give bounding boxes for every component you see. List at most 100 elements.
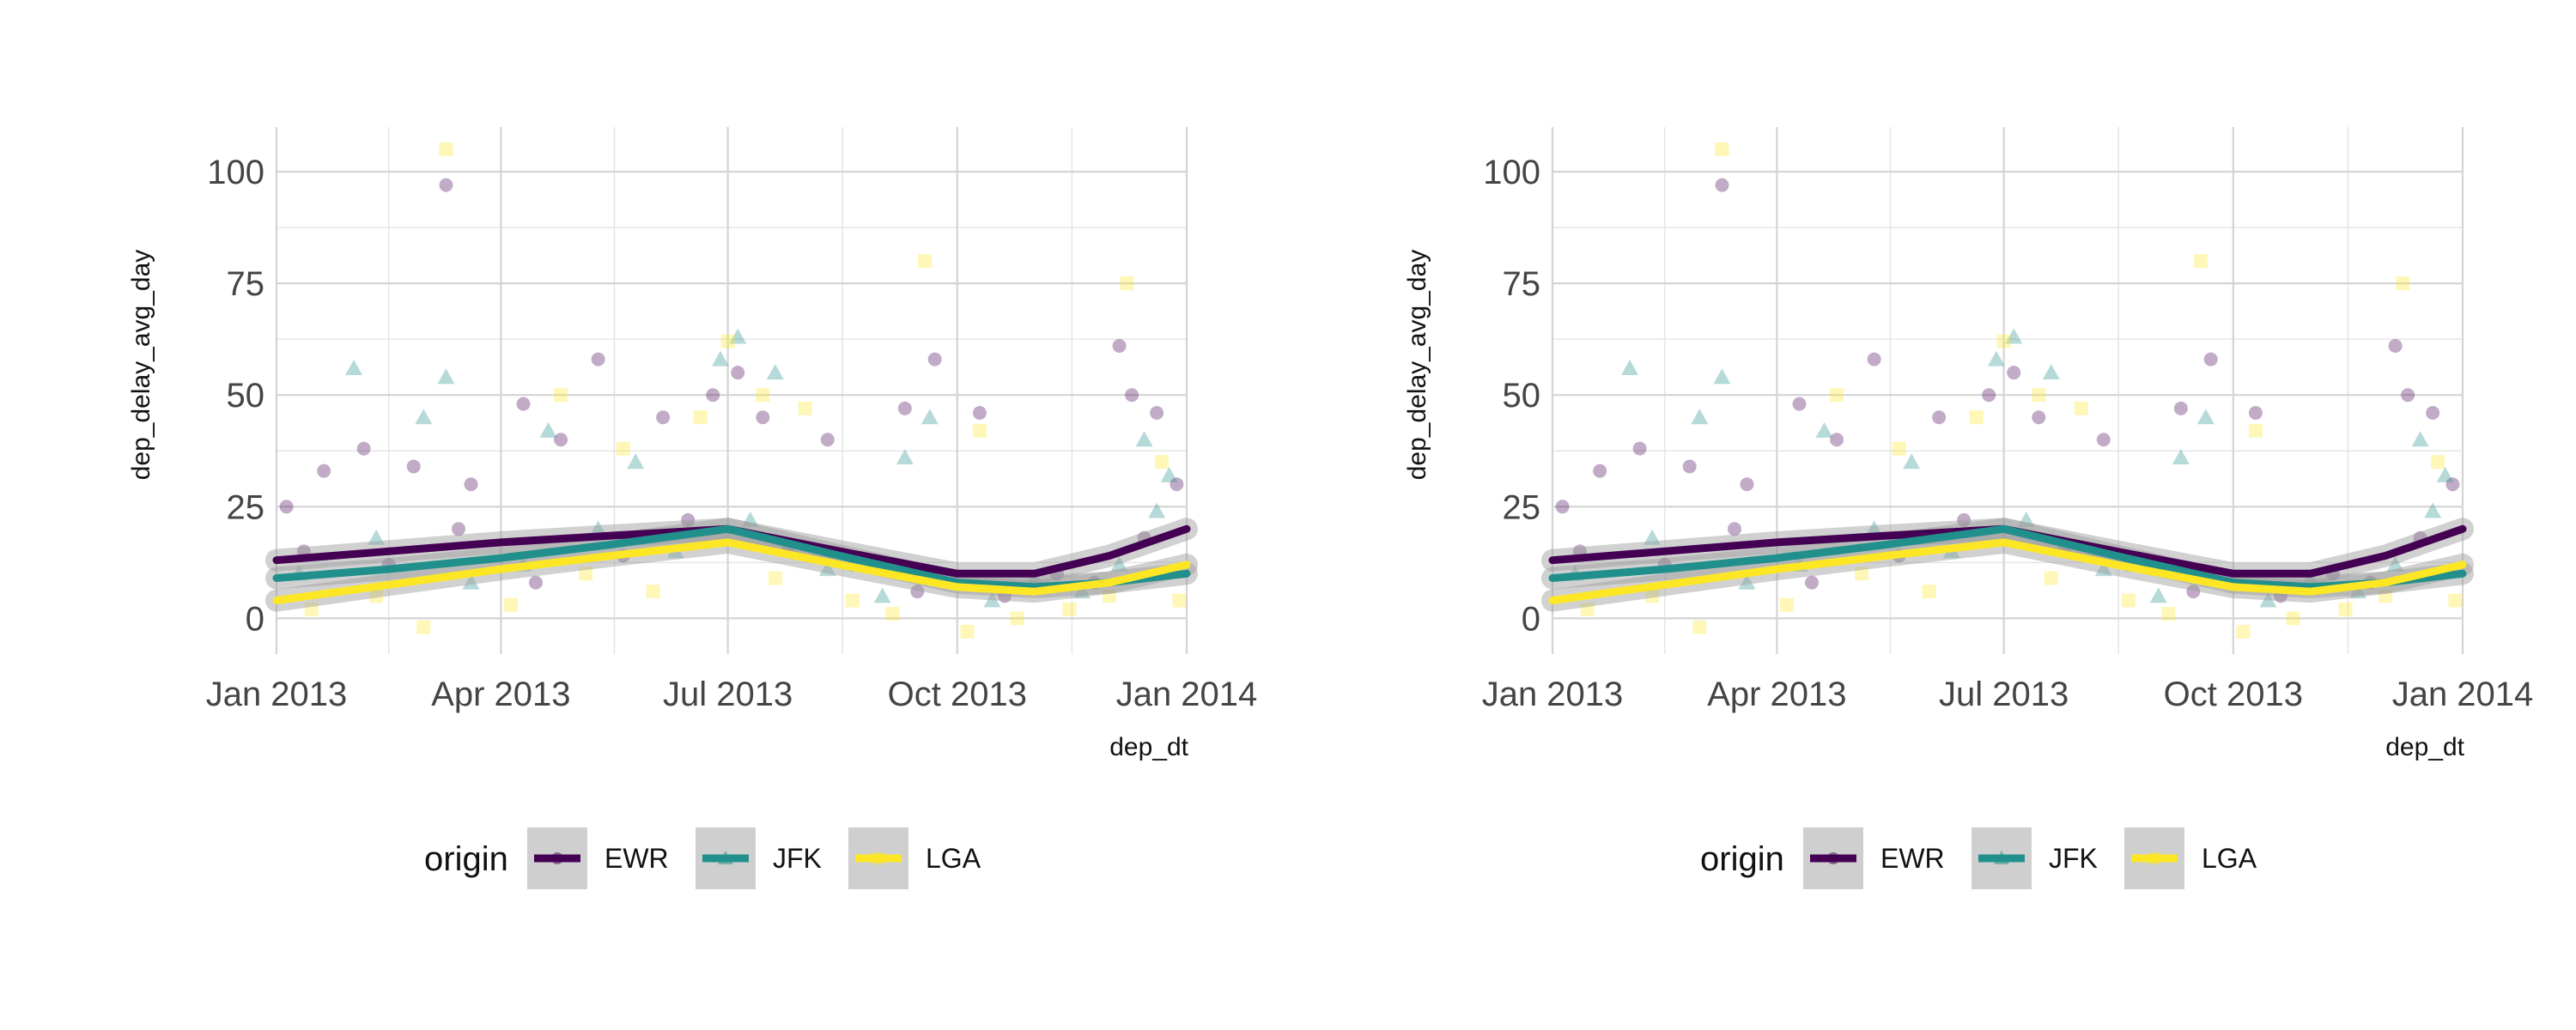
y-axis-label: dep_delay_avg_day <box>127 250 155 481</box>
data-point-jfk <box>1160 466 1178 482</box>
data-point-lga <box>2248 423 2263 438</box>
smooth-line-lga <box>272 538 1191 605</box>
data-point-jfk <box>1691 409 1709 425</box>
data-point-jfk <box>2042 364 2060 380</box>
data-point-ewr <box>2032 410 2046 425</box>
data-point-jfk <box>766 364 784 380</box>
data-point-ewr <box>2007 366 2021 380</box>
data-point-lga <box>439 142 453 157</box>
data-point-lga <box>2338 602 2353 616</box>
data-point-ewr <box>2096 433 2111 447</box>
data-point-lga <box>1969 410 1984 425</box>
data-point-jfk <box>345 359 363 375</box>
data-point-ewr <box>1170 477 1184 492</box>
x-tick-label: Jan 2013 <box>206 676 348 713</box>
legend: origin EWR JFK LGA <box>1700 827 2257 889</box>
y-tick-label: 50 <box>1503 377 1541 415</box>
data-point-ewr <box>927 352 942 367</box>
data-point-ewr <box>279 500 294 514</box>
data-point-lga <box>2396 276 2410 291</box>
data-point-lga <box>972 423 987 438</box>
data-point-jfk <box>2005 328 2023 344</box>
data-point-ewr <box>1830 433 1844 447</box>
data-point-ewr <box>1740 477 1754 492</box>
data-point-jfk <box>539 421 557 438</box>
data-point-jfk <box>983 591 1001 608</box>
data-point-ewr <box>317 464 331 478</box>
x-tick-label: Oct 2013 <box>2164 676 2303 713</box>
data-point-lga <box>1715 142 1729 157</box>
data-point-jfk <box>741 511 759 527</box>
data-point-jfk <box>1148 502 1166 518</box>
data-point-lga <box>304 602 319 616</box>
series-lga-points <box>1580 142 2463 639</box>
data-point-jfk <box>2424 502 2442 518</box>
data-point-lga <box>2236 624 2251 639</box>
data-point-jfk <box>2172 449 2190 465</box>
data-point-ewr <box>529 575 544 590</box>
y-axis-label: dep_delay_avg_day <box>1403 250 1431 481</box>
data-point-jfk <box>368 529 386 545</box>
data-point-jfk <box>896 449 914 465</box>
data-point-jfk <box>1713 368 1731 385</box>
data-point-jfk <box>627 453 645 470</box>
chart-panel-1: 0 25 50 75 100 Jan 2013 Apr 2013 Jul 2013 Oct 20… <box>127 127 1257 889</box>
legend-key-marker <box>1827 852 1839 864</box>
legend-key-marker <box>1994 851 2009 864</box>
data-point-lga <box>369 589 384 603</box>
y-tick-label: 25 <box>1503 488 1541 526</box>
y-tick-label: 100 <box>207 154 264 191</box>
data-point-ewr <box>554 433 568 447</box>
data-point-ewr <box>972 406 987 421</box>
data-point-lga <box>2032 388 2046 403</box>
legend-key-marker <box>551 852 563 864</box>
x-tick-label: Jul 2013 <box>1939 676 2069 713</box>
data-point-ewr <box>1593 464 1607 478</box>
data-point-lga <box>616 441 630 456</box>
legend-key-marker <box>718 851 733 864</box>
data-point-ewr <box>2203 352 2218 367</box>
data-point-lga <box>2448 593 2463 608</box>
data-point-ewr <box>439 178 453 192</box>
data-point-lga <box>1172 593 1187 608</box>
data-point-ewr <box>452 522 465 536</box>
data-point-jfk <box>462 573 480 590</box>
data-point-ewr <box>1632 441 1647 456</box>
legend-label-lga: LGA <box>926 843 981 874</box>
y-tick-label: 75 <box>227 265 265 303</box>
x-axis-label: dep_dt <box>2385 733 2464 761</box>
data-point-lga <box>2194 254 2208 269</box>
data-point-ewr <box>1957 512 1971 527</box>
data-point-ewr <box>516 397 531 411</box>
data-point-lga <box>798 401 812 415</box>
x-axis-label: dep_dt <box>1109 733 1188 761</box>
data-point-ewr <box>406 459 421 474</box>
data-point-ewr <box>464 477 478 492</box>
data-point-lga <box>768 571 782 585</box>
legend-title: origin <box>424 840 508 878</box>
data-point-ewr <box>2401 388 2415 403</box>
data-point-lga <box>960 624 975 639</box>
data-point-jfk <box>1621 359 1639 375</box>
data-point-lga <box>756 388 770 403</box>
data-point-jfk <box>2196 409 2215 425</box>
data-point-ewr <box>731 366 745 380</box>
smooth-layer <box>1541 518 2474 612</box>
data-point-ewr <box>910 585 925 599</box>
data-point-jfk <box>1643 529 1662 545</box>
legend-title: origin <box>1700 840 1784 878</box>
data-point-ewr <box>2426 406 2440 421</box>
data-point-lga <box>2074 401 2088 415</box>
y-tick-label: 50 <box>227 377 265 415</box>
data-point-ewr <box>681 512 696 527</box>
data-point-lga <box>2161 607 2176 621</box>
data-point-ewr <box>1715 178 1729 192</box>
data-point-lga <box>693 410 708 425</box>
data-point-ewr <box>2186 585 2201 599</box>
data-point-ewr <box>1982 388 1996 403</box>
data-point-lga <box>1692 620 1707 634</box>
data-point-lga <box>1892 441 1906 456</box>
data-point-lga <box>2044 571 2058 585</box>
x-tick-label: Apr 2013 <box>1707 676 1846 713</box>
